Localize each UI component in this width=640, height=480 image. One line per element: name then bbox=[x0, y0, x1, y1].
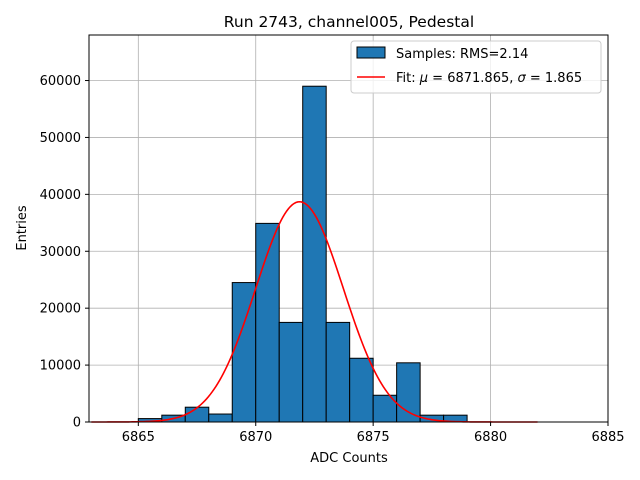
histogram-bar bbox=[349, 357, 374, 423]
x-tick-label: 6880 bbox=[474, 430, 507, 445]
legend-fit-mu-value: = 6871.865, bbox=[428, 71, 517, 86]
y-tick-label: 60000 bbox=[40, 74, 81, 89]
x-axis-label: ADC Counts bbox=[310, 451, 388, 466]
y-tick-label: 10000 bbox=[40, 359, 81, 374]
legend-fit-prefix: Fit: bbox=[396, 71, 420, 86]
x-tick-label: 6885 bbox=[591, 430, 624, 445]
x-tick-label: 6875 bbox=[357, 430, 390, 445]
x-axis-ticks: 6865 6870 6875 6880 6885 bbox=[122, 422, 625, 445]
legend-fit-label: Fit: μ = 6871.865, σ = 1.865 bbox=[396, 71, 582, 86]
histogram-bars bbox=[137, 85, 468, 423]
x-tick-label: 6865 bbox=[122, 430, 155, 445]
y-axis-label: Entries bbox=[15, 205, 30, 251]
histogram-bar bbox=[208, 413, 233, 423]
y-tick-label: 50000 bbox=[40, 131, 81, 146]
chart-title: Run 2743, channel005, Pedestal bbox=[224, 13, 474, 31]
histogram-bar bbox=[302, 85, 327, 423]
legend-histogram-label: Samples: RMS=2.14 bbox=[396, 47, 528, 62]
histogram-bar bbox=[231, 282, 257, 423]
x-tick-label: 6870 bbox=[239, 430, 272, 445]
histogram-bar bbox=[184, 406, 210, 423]
histogram-bar bbox=[396, 362, 421, 423]
legend-fit-mu-symbol: μ bbox=[419, 71, 428, 86]
legend: Samples: RMS=2.14 Fit: μ = 6871.865, σ =… bbox=[350, 40, 602, 94]
plot-frame bbox=[88, 34, 609, 423]
legend-histogram-swatch bbox=[356, 46, 386, 59]
histogram-bar bbox=[278, 321, 304, 423]
histogram-bar bbox=[325, 321, 351, 423]
legend-fit-sigma-symbol: σ bbox=[518, 71, 527, 86]
legend-fit-sigma-value: = 1.865 bbox=[526, 71, 582, 86]
y-tick-label: 20000 bbox=[40, 302, 81, 317]
y-tick-label: 40000 bbox=[40, 188, 81, 203]
y-axis-ticks: 0 10000 20000 30000 40000 50000 60000 bbox=[40, 74, 89, 431]
y-tick-label: 30000 bbox=[40, 245, 81, 260]
legend-box bbox=[350, 40, 602, 94]
y-tick-label: 0 bbox=[73, 416, 81, 431]
